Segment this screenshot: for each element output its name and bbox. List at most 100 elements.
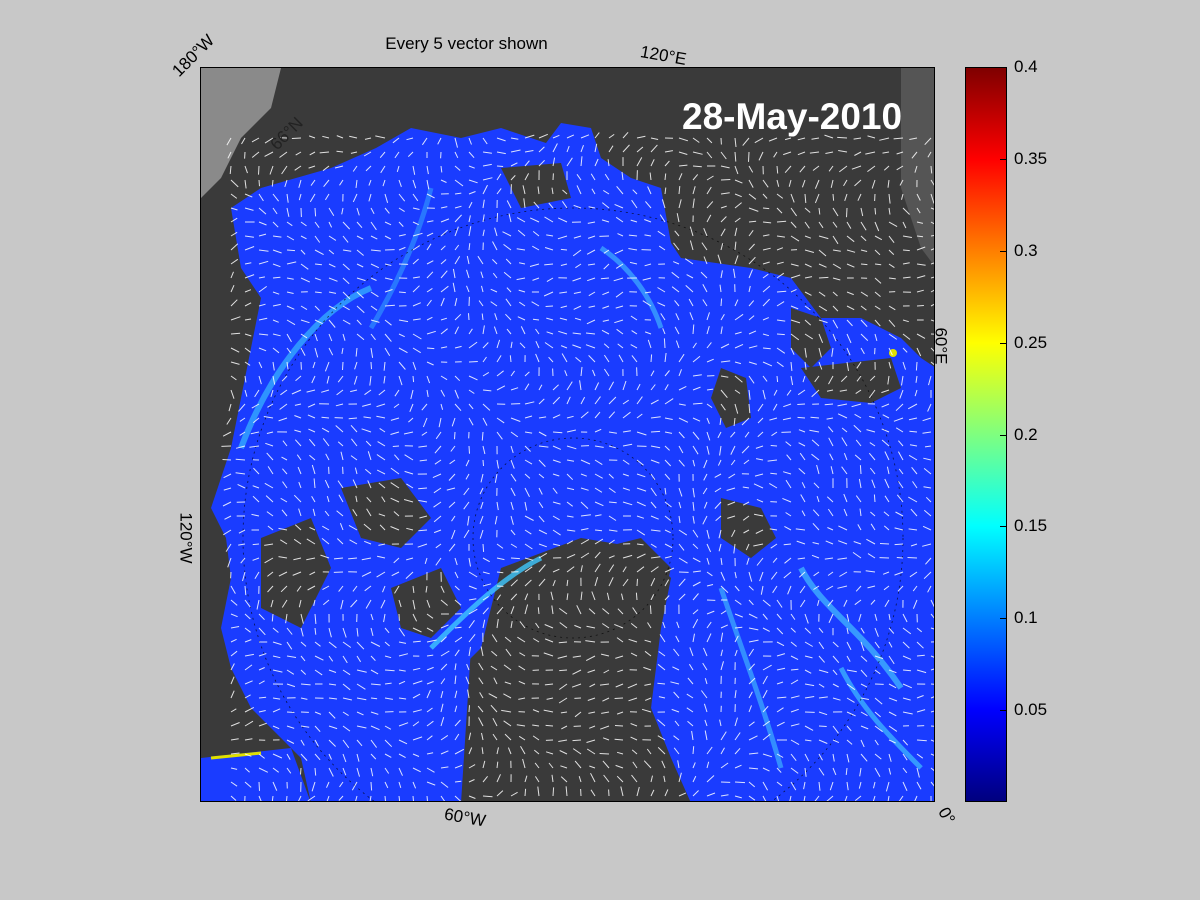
drift-vector (748, 230, 754, 237)
drift-vector (888, 655, 895, 665)
drift-vector (230, 207, 238, 211)
drift-vector (538, 159, 545, 167)
drift-vector (335, 403, 344, 407)
drift-vector (692, 174, 699, 181)
drift-vector (678, 173, 683, 181)
drift-vector (622, 566, 627, 573)
drift-vector (270, 599, 274, 608)
drift-vector (286, 305, 295, 310)
drift-vector (870, 599, 876, 605)
drift-vector (930, 207, 934, 210)
drift-vector (506, 328, 512, 335)
drift-vector (342, 739, 350, 749)
drift-vector (546, 331, 554, 335)
drift-vector (844, 193, 848, 201)
drift-vector (608, 529, 618, 532)
drift-vector (524, 160, 530, 167)
drift-vector (492, 733, 498, 741)
drift-vector (888, 725, 898, 732)
drift-vector (728, 473, 736, 479)
drift-vector (405, 571, 414, 579)
drift-vector (493, 677, 498, 685)
drift-vector (230, 179, 239, 188)
drift-vector (776, 179, 780, 187)
drift-vector (762, 347, 771, 350)
drift-vector (797, 151, 806, 156)
drift-vector (812, 542, 820, 545)
lon-label-bottom-right: 0° (934, 803, 959, 828)
drift-vector (902, 753, 908, 761)
drift-vector (230, 690, 235, 699)
drift-vector (381, 496, 386, 503)
drift-vector (249, 445, 260, 448)
drift-vector (264, 482, 274, 489)
drift-vector (272, 767, 280, 773)
drift-vector (909, 444, 918, 447)
drift-vector (762, 781, 769, 791)
drift-vector (524, 371, 530, 377)
drift-vector (602, 697, 610, 702)
drift-vector (523, 198, 526, 209)
drift-vector (230, 347, 240, 353)
drift-vector (811, 389, 820, 398)
drift-vector (883, 525, 890, 531)
drift-vector (272, 627, 279, 633)
drift-vector (916, 753, 924, 759)
drift-vector (298, 508, 302, 517)
drift-vector (328, 683, 337, 686)
drift-vector (924, 137, 932, 146)
drift-vector (804, 767, 807, 777)
drift-vector (468, 328, 473, 335)
drift-vector (720, 571, 726, 581)
drift-vector (869, 442, 876, 447)
drift-vector (390, 431, 400, 435)
drift-vector (391, 571, 400, 577)
drift-vector (790, 668, 799, 671)
drift-vector (783, 403, 792, 408)
drift-vector (300, 753, 308, 761)
drift-vector (535, 328, 540, 335)
drift-vector (532, 231, 540, 237)
drift-vector (454, 151, 459, 159)
drift-vector (748, 285, 751, 293)
drift-vector (602, 291, 610, 296)
drift-vector (762, 389, 766, 400)
drift-vector (628, 234, 638, 237)
drift-vector (733, 543, 736, 554)
drift-vector (776, 613, 782, 620)
drift-vector (435, 431, 442, 440)
drift-vector (776, 165, 779, 174)
drift-vector (827, 508, 834, 517)
drift-vector (353, 375, 358, 385)
drift-vector (706, 175, 714, 181)
drift-vector (350, 455, 358, 461)
drift-vector (860, 249, 868, 252)
drift-vector (272, 655, 281, 659)
drift-vector (857, 524, 862, 531)
drift-vector (440, 636, 447, 643)
drift-vector (818, 655, 825, 663)
drift-vector (692, 543, 699, 550)
drift-vector (603, 249, 610, 254)
drift-vector (379, 524, 386, 531)
drift-vector (930, 627, 934, 630)
drift-vector (590, 789, 596, 797)
drift-vector (510, 557, 520, 560)
drift-vector (468, 137, 472, 145)
drift-vector (496, 212, 499, 223)
drift-vector (384, 725, 392, 730)
drift-vector (828, 613, 834, 624)
drift-vector (818, 627, 824, 634)
drift-vector (594, 158, 599, 167)
drift-vector (832, 305, 839, 312)
drift-vector (816, 495, 820, 503)
drift-vector (468, 226, 472, 237)
drift-vector (524, 604, 529, 615)
drift-vector (403, 499, 414, 503)
drift-vector (244, 389, 248, 397)
drift-vector (312, 361, 316, 369)
drift-vector (517, 229, 526, 237)
drift-vector (804, 193, 807, 204)
drift-vector (510, 149, 521, 153)
drift-vector (882, 151, 890, 154)
